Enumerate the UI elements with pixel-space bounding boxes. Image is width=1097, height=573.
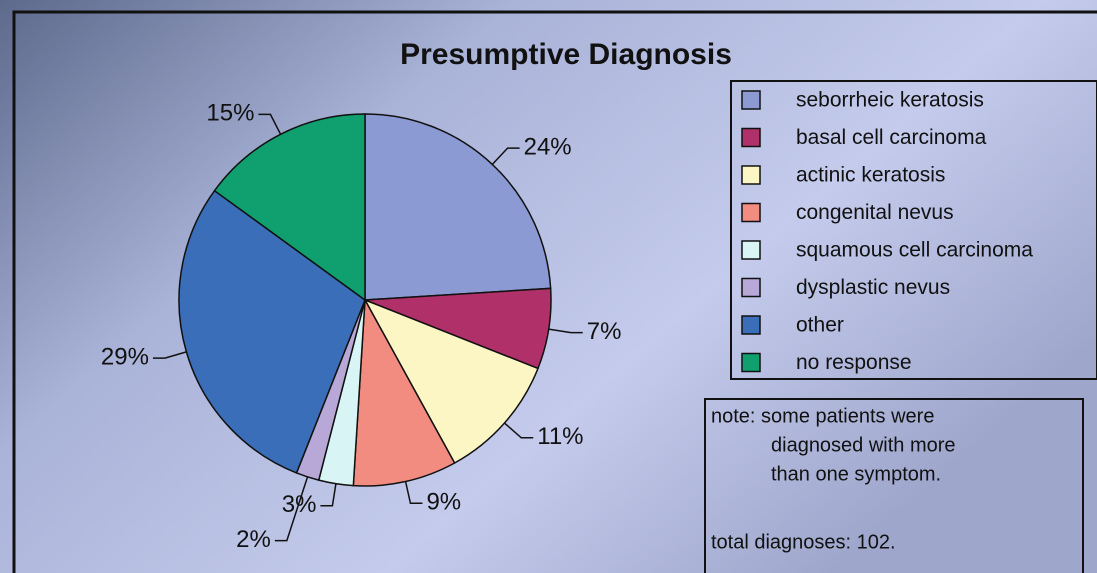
legend-label: other: [796, 314, 844, 337]
legend-label: basal cell carcinoma: [796, 126, 987, 149]
data-label: 11%: [537, 423, 583, 450]
note-text: diagnosed with more: [771, 434, 956, 456]
leader-line: [320, 483, 337, 507]
legend-label: dysplastic nevus: [796, 276, 950, 299]
leader-line: [274, 476, 309, 542]
legend-box: [730, 80, 1097, 380]
legend-label: congenital nevus: [796, 201, 954, 224]
pie-slice: [352, 297, 456, 487]
data-label: 15%: [206, 100, 254, 127]
legend-label: seborrheic keratosis: [796, 89, 984, 112]
data-label: 7%: [587, 318, 622, 345]
legend-label: no response: [796, 351, 912, 374]
leader-line: [491, 147, 520, 165]
legend-label: squamous cell carcinoma: [796, 239, 1033, 262]
chart-title: Presumptive Diagnosis: [400, 38, 732, 71]
pie-slice: [178, 189, 366, 474]
data-label: 9%: [426, 489, 461, 516]
leader-line: [404, 481, 423, 505]
pie-slice: [363, 298, 539, 465]
legend-swatch: [741, 352, 761, 373]
total-text: total diagnoses: 102.: [711, 531, 896, 553]
leader-line: [548, 328, 583, 334]
leader-line: [258, 113, 282, 135]
data-label: 24%: [524, 133, 572, 160]
note-text: note: some patients were: [711, 405, 934, 427]
legend-label: actinic keratosis: [796, 164, 945, 187]
leader-line: [152, 351, 187, 359]
legend-swatch: [741, 90, 761, 110]
note-box: [704, 398, 1084, 573]
legend-swatch: [741, 315, 761, 335]
legend-swatch: [741, 127, 761, 148]
legend-swatch: [741, 240, 761, 260]
pie-slice: [364, 113, 552, 301]
legend-swatch: [741, 277, 761, 298]
data-label: 2%: [236, 526, 271, 553]
legend-swatch: [741, 165, 761, 185]
pie-slice: [213, 113, 366, 302]
leader-line: [504, 422, 534, 439]
frame: [12, 10, 1097, 573]
note-text: than one symptom.: [771, 463, 941, 485]
legend-swatch: [741, 202, 761, 223]
data-label: 29%: [101, 343, 149, 370]
